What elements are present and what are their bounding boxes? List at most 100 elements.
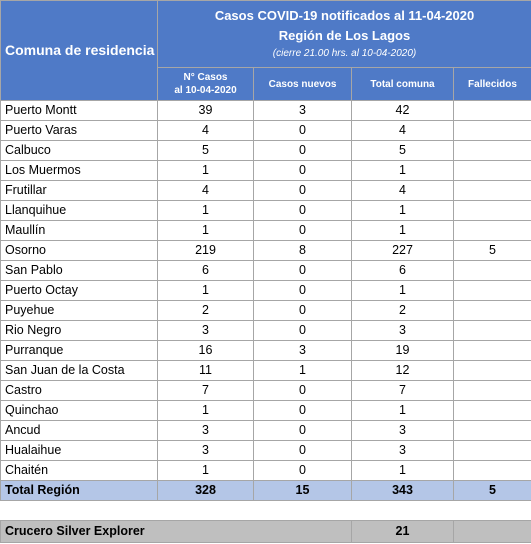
- title-cell: Casos COVID-19 notificados al 11-04-2020…: [156, 0, 531, 68]
- value-cell: [452, 260, 531, 281]
- title: Casos COVID-19 notificados al 11-04-2020: [214, 8, 475, 23]
- value-cell: 0: [253, 420, 352, 441]
- value-cell: 0: [253, 120, 352, 141]
- total-value: 5: [452, 480, 531, 501]
- value-cell: 1: [157, 200, 254, 221]
- total-label: Total Región: [0, 480, 158, 501]
- cruise-row: Crucero Silver Explorer 21: [0, 520, 531, 543]
- value-cell: [452, 460, 531, 481]
- value-cell: 1: [351, 220, 454, 241]
- blank-row: [0, 500, 531, 521]
- value-cell: 1: [157, 280, 254, 301]
- value-cell: [452, 300, 531, 321]
- value-cell: [452, 280, 531, 301]
- data-row: Puerto Varas 4 0 4: [0, 120, 531, 141]
- subtitle: (cierre 21.00 hrs. al 10-04-2020): [272, 48, 417, 59]
- data-row: Los Muermos 1 0 1: [0, 160, 531, 181]
- value-cell: 4: [157, 180, 254, 201]
- value-cell: 1: [253, 360, 352, 381]
- value-cell: 4: [351, 120, 454, 141]
- cruise-label: Crucero Silver Explorer: [0, 520, 352, 543]
- value-cell: 11: [157, 360, 254, 381]
- value-cell: 3: [157, 420, 254, 441]
- comuna-cell: Purranque: [0, 340, 158, 361]
- comuna-cell: Llanquihue: [0, 200, 158, 221]
- value-cell: 42: [351, 100, 454, 121]
- value-cell: 0: [253, 440, 352, 461]
- value-cell: [452, 400, 531, 421]
- comuna-cell: San Juan de la Costa: [0, 360, 158, 381]
- value-cell: 1: [157, 220, 254, 241]
- value-cell: 1: [157, 400, 254, 421]
- value-cell: [452, 120, 531, 141]
- value-cell: [452, 180, 531, 201]
- value-cell: 5: [351, 140, 454, 161]
- value-cell: 3: [157, 320, 254, 341]
- value-cell: 1: [351, 400, 454, 421]
- value-cell: 0: [253, 320, 352, 341]
- value-cell: [452, 200, 531, 221]
- value-cell: 219: [157, 240, 254, 261]
- value-cell: [452, 320, 531, 341]
- comuna-cell: Calbuco: [0, 140, 158, 161]
- column-label: Fallecidos: [468, 78, 517, 90]
- comuna-cell: San Pablo: [0, 260, 158, 281]
- value-cell: 2: [351, 300, 454, 321]
- comuna-cell: Puerto Montt: [0, 100, 158, 121]
- comuna-cell: Ancud: [0, 420, 158, 441]
- value-cell: 6: [157, 260, 254, 281]
- cruise-empty: [452, 520, 531, 543]
- total-value: 15: [253, 480, 352, 501]
- data-row: Puerto Montt 39 3 42: [0, 100, 531, 121]
- value-cell: 0: [253, 280, 352, 301]
- data-row: San Pablo 6 0 6: [0, 260, 531, 281]
- value-cell: 0: [253, 220, 352, 241]
- value-cell: [452, 380, 531, 401]
- value-cell: [452, 340, 531, 361]
- column-header: N° Casos al 10-04-2020: [157, 67, 254, 101]
- first-column-header: Comuna de residencia: [0, 0, 158, 101]
- value-cell: 4: [157, 120, 254, 141]
- data-row: Castro 7 0 7: [0, 380, 531, 401]
- data-row: Puyehue 2 0 2: [0, 300, 531, 321]
- value-cell: 5: [452, 240, 531, 261]
- cruise-total: 21: [351, 520, 454, 543]
- value-cell: 3: [351, 320, 454, 341]
- blank-cell: [0, 500, 531, 521]
- column-note: al 10-04-2020: [174, 85, 237, 96]
- value-cell: 0: [253, 400, 352, 421]
- column-label: N° Casos: [183, 72, 228, 83]
- value-cell: 7: [351, 380, 454, 401]
- value-cell: 0: [253, 160, 352, 181]
- data-row: Maullín 1 0 1: [0, 220, 531, 241]
- total-value: 343: [351, 480, 454, 501]
- value-cell: 2: [157, 300, 254, 321]
- total-value: 328: [157, 480, 254, 501]
- comuna-cell: Osorno: [0, 240, 158, 261]
- comuna-cell: Los Muermos: [0, 160, 158, 181]
- column-label: Total comuna: [370, 78, 435, 90]
- data-row: Calbuco 5 0 5: [0, 140, 531, 161]
- column-header: Casos nuevos: [253, 67, 352, 101]
- comuna-cell: Maullín: [0, 220, 158, 241]
- value-cell: 1: [351, 460, 454, 481]
- comuna-cell: Quinchao: [0, 400, 158, 421]
- comuna-cell: Rio Negro: [0, 320, 158, 341]
- value-cell: [452, 160, 531, 181]
- region: Región de Los Lagos: [278, 28, 411, 43]
- comuna-cell: Frutillar: [0, 180, 158, 201]
- column-label: Casos nuevos: [268, 78, 337, 90]
- data-row: San Juan de la Costa 11 1 12: [0, 360, 531, 381]
- value-cell: 3: [351, 420, 454, 441]
- comuna-cell: Hualaihue: [0, 440, 158, 461]
- value-cell: 8: [253, 240, 352, 261]
- comuna-cell: Puerto Varas: [0, 120, 158, 141]
- total-row: Total Región 328 15 343 5: [0, 480, 531, 501]
- data-row: Purranque 16 3 19: [0, 340, 531, 361]
- value-cell: 0: [253, 200, 352, 221]
- value-cell: 39: [157, 100, 254, 121]
- column-header: Fallecidos: [452, 67, 531, 101]
- value-cell: 0: [253, 300, 352, 321]
